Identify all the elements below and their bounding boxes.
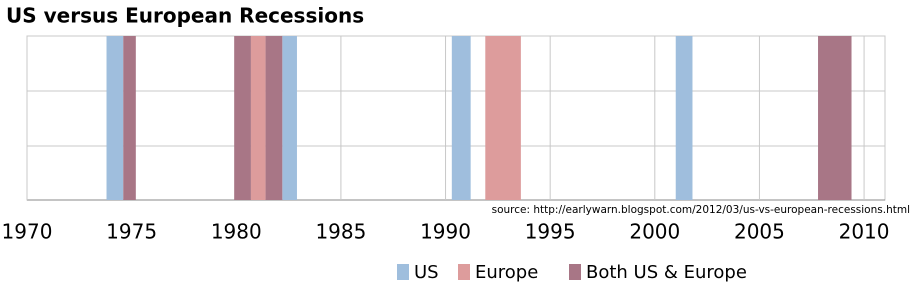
x-tick-label: 1980 — [211, 220, 262, 244]
x-tick-label: 1995 — [525, 220, 576, 244]
source-note: source: http://earlywarn.blogspot.com/20… — [492, 204, 910, 216]
recession-span — [451, 36, 471, 200]
legend-swatch — [458, 264, 470, 280]
chart-title: US versus European Recessions — [6, 4, 364, 28]
recession-span — [282, 36, 297, 200]
legend-label: Europe — [475, 262, 538, 283]
recession-span — [265, 36, 283, 200]
x-ticks: 1970 1975 1980 1985 1990 1995 2000 2005 2010 — [2, 220, 890, 244]
legend-label: US — [414, 262, 439, 283]
recession-span — [675, 36, 693, 200]
x-tick-label: 1985 — [315, 220, 366, 244]
legend: US Europe Both US & Europe — [397, 262, 747, 283]
legend-swatch — [569, 264, 581, 280]
recession-span — [234, 36, 251, 200]
x-tick-label: 1970 — [2, 220, 53, 244]
grid — [26, 36, 865, 200]
x-tick-label: 2000 — [629, 220, 680, 244]
legend-swatch — [397, 264, 409, 280]
recession-span — [250, 36, 266, 200]
recession-span — [123, 36, 136, 200]
recession-span — [485, 36, 521, 200]
x-tick-label: 2010 — [839, 220, 890, 244]
recession-span — [106, 36, 124, 200]
x-tick-label: 1975 — [106, 220, 157, 244]
bars — [106, 36, 852, 200]
recession-span — [818, 36, 852, 200]
x-tick-label: 2005 — [734, 220, 785, 244]
legend-label: Both US & Europe — [586, 262, 747, 283]
x-tick-label: 1990 — [420, 220, 471, 244]
